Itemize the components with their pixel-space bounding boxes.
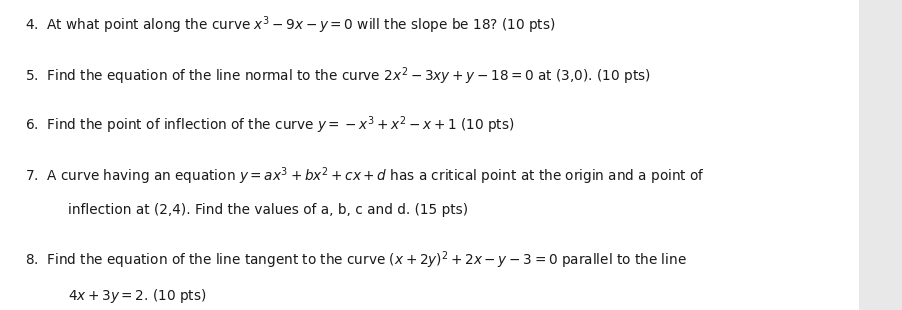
Text: 4.  At what point along the curve $x^3 - 9x - y = 0$ will the slope be 18? (10 p: 4. At what point along the curve $x^3 - … (25, 14, 556, 36)
Text: 5.  Find the equation of the line normal to the curve $2x^2 - 3xy + y - 18 = 0$ : 5. Find the equation of the line normal … (25, 65, 650, 87)
Text: inflection at (2,4). Find the values of a, b, c and d. (15 pts): inflection at (2,4). Find the values of … (68, 203, 467, 217)
Text: 6.  Find the point of inflection of the curve $y = -x^3 + x^2 - x + 1$ (10 pts): 6. Find the point of inflection of the c… (25, 115, 514, 136)
Text: 8.  Find the equation of the line tangent to the curve $(x + 2y)^2 + 2x - y - 3 : 8. Find the equation of the line tangent… (25, 250, 686, 271)
FancyBboxPatch shape (0, 0, 858, 310)
Text: 7.  A curve having an equation $y = ax^3 + bx^2 + cx + d$ has a critical point a: 7. A curve having an equation $y = ax^3 … (25, 165, 704, 187)
Text: $4x + 3y = 2$. (10 pts): $4x + 3y = 2$. (10 pts) (68, 287, 206, 305)
